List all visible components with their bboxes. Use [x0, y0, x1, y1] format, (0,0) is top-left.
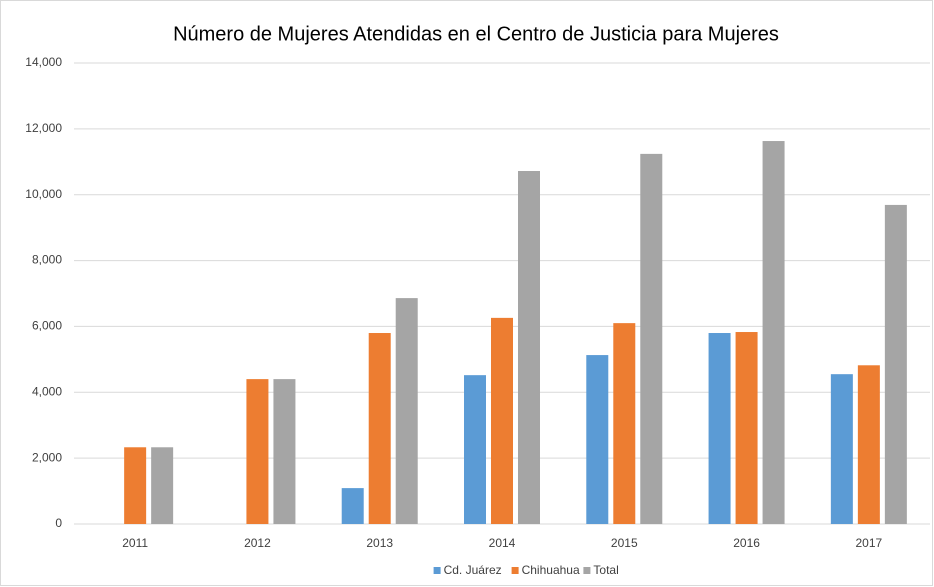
x-tick-label: 2016	[733, 536, 760, 550]
bar	[124, 447, 147, 524]
x-tick-label: 2014	[489, 536, 516, 550]
legend-label: Total	[593, 563, 618, 577]
bar	[762, 141, 785, 524]
bar	[586, 355, 609, 524]
y-tick-label: 8,000	[32, 253, 62, 267]
y-tick-label: 12,000	[25, 121, 62, 135]
bar	[518, 171, 540, 524]
y-tick-label: 0	[55, 516, 62, 530]
y-tick-label: 6,000	[32, 319, 62, 333]
bar	[857, 365, 880, 524]
bar	[491, 317, 513, 524]
legend-swatch	[511, 567, 519, 574]
bar	[151, 447, 174, 524]
y-tick-label: 14,000	[25, 55, 62, 69]
y-tick-label: 10,000	[25, 187, 62, 201]
bar	[395, 298, 418, 524]
x-tick-label: 2012	[244, 536, 271, 550]
chart-title: Número de Mujeres Atendidas en el Centro…	[173, 23, 779, 45]
y-tick-label: 4,000	[32, 384, 62, 398]
bar	[273, 379, 296, 524]
bar	[464, 375, 486, 524]
legend-label: Cd. Juárez	[444, 563, 502, 577]
bar	[613, 323, 636, 524]
bar	[368, 333, 391, 524]
bar	[640, 153, 663, 524]
y-tick-label: 2,000	[32, 450, 62, 464]
legend-swatch	[583, 567, 591, 574]
bar	[246, 379, 269, 524]
x-tick-label: 2015	[611, 536, 638, 550]
bar	[830, 374, 853, 524]
bar	[735, 332, 758, 524]
x-tick-label: 2013	[366, 536, 393, 550]
bar	[884, 204, 907, 524]
bar	[341, 488, 364, 524]
x-tick-label: 2011	[122, 536, 148, 550]
bar	[708, 333, 731, 524]
legend-swatch	[433, 567, 441, 574]
legend-label: Chihuahua	[522, 563, 580, 577]
x-tick-label: 2017	[856, 536, 883, 550]
